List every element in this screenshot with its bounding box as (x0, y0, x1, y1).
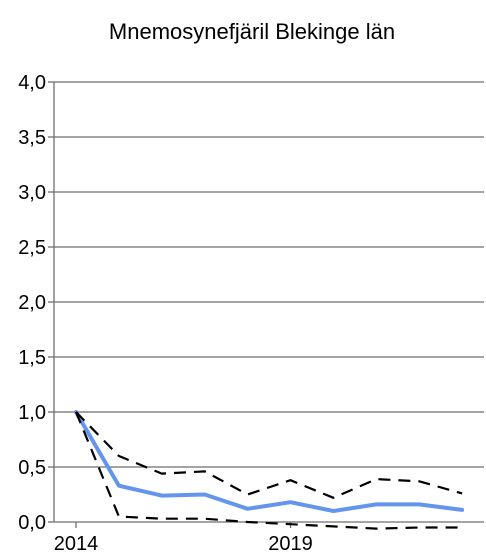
y-tick-label: 1,5 (18, 347, 46, 369)
y-tick-label: 0,5 (18, 457, 46, 479)
x-tick-labels: 2014 2019 (54, 533, 313, 555)
axes (48, 81, 484, 528)
grid-lines (54, 81, 484, 468)
y-tick-label: 2,5 (18, 237, 46, 259)
y-tick-label: 2,0 (18, 292, 46, 314)
y-tick-label: 4,0 (18, 72, 46, 94)
series-lines (74, 410, 465, 530)
y-tick-label: 0,0 (18, 512, 46, 534)
x-tick-label: 2019 (268, 533, 313, 555)
x-tick-label: 2014 (54, 533, 99, 555)
y-tick-label: 3,0 (18, 182, 46, 204)
series-line-index (74, 410, 465, 513)
y-tick-label: 1,0 (18, 402, 46, 424)
chart-title: Mnemosynefjäril Blekinge län (109, 19, 395, 44)
series-line-lower-bound (74, 411, 463, 530)
series-line-upper-bound (75, 411, 463, 499)
y-tick-labels: 0,0 0,5 1,0 1,5 2,0 2,5 3,0 3,5 4,0 (18, 72, 46, 534)
y-tick-label: 3,5 (18, 127, 46, 149)
